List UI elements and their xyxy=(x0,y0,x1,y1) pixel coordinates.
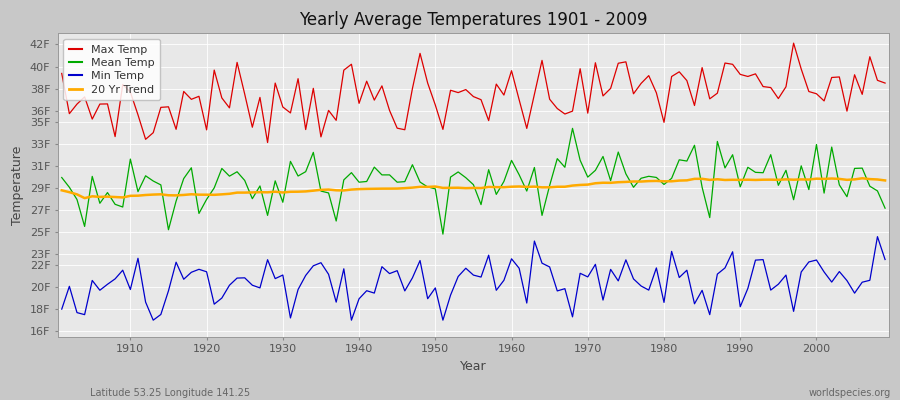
X-axis label: Year: Year xyxy=(460,360,487,373)
Title: Yearly Average Temperatures 1901 - 2009: Yearly Average Temperatures 1901 - 2009 xyxy=(299,11,648,29)
Legend: Max Temp, Mean Temp, Min Temp, 20 Yr Trend: Max Temp, Mean Temp, Min Temp, 20 Yr Tre… xyxy=(64,39,160,100)
Text: Latitude 53.25 Longitude 141.25: Latitude 53.25 Longitude 141.25 xyxy=(90,388,250,398)
Text: worldspecies.org: worldspecies.org xyxy=(809,388,891,398)
Y-axis label: Temperature: Temperature xyxy=(11,145,24,225)
